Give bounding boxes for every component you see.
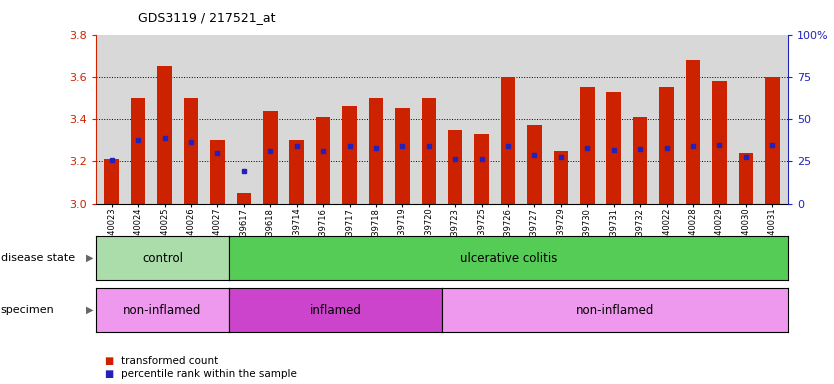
Bar (289, 140, 304, 204)
Text: non-inflamed: non-inflamed (123, 304, 202, 316)
Bar (712, 81, 726, 204)
Bar (369, 98, 384, 204)
Bar (342, 106, 357, 204)
Bar (210, 140, 224, 204)
Bar (395, 109, 409, 204)
Bar (765, 77, 780, 204)
Bar (739, 153, 753, 204)
Bar (131, 98, 145, 204)
Text: specimen: specimen (1, 305, 54, 315)
Text: ■: ■ (104, 356, 113, 366)
Text: percentile rank within the sample: percentile rank within the sample (121, 369, 297, 379)
Text: control: control (142, 252, 183, 265)
Bar (421, 98, 436, 204)
Text: inflamed: inflamed (309, 304, 361, 316)
Bar (580, 88, 595, 204)
Bar (554, 151, 568, 204)
Text: disease state: disease state (1, 253, 75, 263)
Bar (660, 88, 674, 204)
Text: ulcerative colitis: ulcerative colitis (460, 252, 557, 265)
Text: GDS3119 / 217521_at: GDS3119 / 217521_at (138, 12, 275, 25)
Bar (316, 117, 330, 204)
Bar (158, 66, 172, 204)
Bar (448, 130, 463, 204)
Bar (104, 159, 119, 204)
Text: non-inflamed: non-inflamed (576, 304, 654, 316)
Bar (500, 77, 515, 204)
Bar (475, 134, 489, 204)
Bar (606, 92, 621, 204)
Text: ■: ■ (104, 369, 113, 379)
Bar (183, 98, 198, 204)
Text: transformed count: transformed count (121, 356, 219, 366)
Bar (263, 111, 278, 204)
Text: ▶: ▶ (86, 305, 93, 315)
Bar (686, 60, 701, 204)
Bar (527, 126, 542, 204)
Bar (633, 117, 647, 204)
Bar (237, 193, 251, 204)
Text: ▶: ▶ (86, 253, 93, 263)
